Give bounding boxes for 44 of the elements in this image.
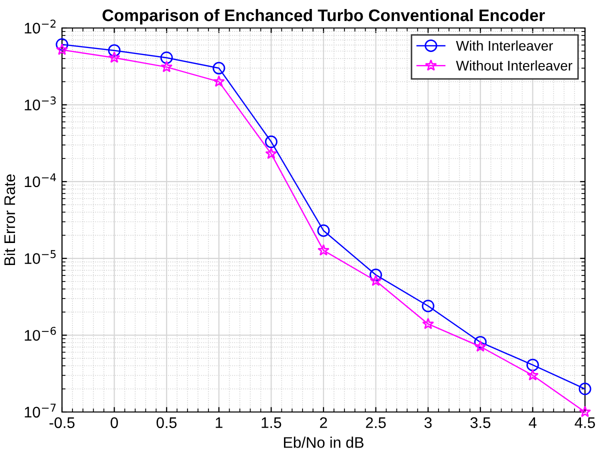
point [578, 382, 592, 396]
y-tick-label: 10$^{−4}$ [24, 173, 56, 188]
x-axis-title: Eb/No in dB [284, 436, 364, 448]
y-tick-label: 10$^{−5}$ [24, 250, 56, 264]
x-tick-label: 1 [216, 417, 222, 428]
point [370, 274, 382, 286]
x-tick-label: 4 [528, 417, 536, 428]
point [56, 38, 68, 51]
y-tick-label: 10$^{−6}$ [24, 326, 56, 341]
point [212, 75, 225, 87]
y-tick-label: 10$^{−3}$ [24, 96, 56, 110]
x-tick-label: 0.5 [156, 417, 177, 428]
y-tick-label: 10$^{−2}$ [24, 20, 56, 34]
point [160, 51, 173, 64]
point [370, 268, 382, 282]
y-tick-label: 10$^{−7}$ [24, 404, 56, 418]
x-tick-label: 2.5 [366, 417, 386, 428]
x-tick-label: 2 [320, 417, 327, 428]
x-tick-label: 3.5 [470, 417, 490, 428]
x-tick-label: -0.5 [50, 417, 75, 428]
point [474, 340, 486, 352]
chart-title: Comparison of Enchanced Turbo Conventional Encoder [102, 8, 545, 25]
x-tick-label: 1.5 [262, 417, 282, 428]
legend-label: With Interleaver [456, 40, 553, 51]
legend-label: Without Interleaver [456, 60, 572, 71]
y-axis-title: Bit Error Rate [4, 174, 16, 266]
x-tick-label: 3 [424, 417, 432, 428]
point [422, 300, 434, 312]
point [579, 406, 591, 418]
point [56, 44, 68, 55]
point [422, 318, 434, 330]
point [317, 224, 330, 237]
x-tick-label: 4.5 [574, 417, 595, 428]
point [264, 136, 278, 148]
point [212, 62, 226, 74]
point [526, 369, 539, 381]
point [108, 44, 121, 57]
point [526, 358, 539, 372]
point [160, 60, 173, 72]
point [474, 336, 487, 348]
point [318, 244, 330, 256]
x-tick-label: 0 [110, 417, 118, 428]
point [265, 148, 278, 160]
point [108, 51, 120, 63]
